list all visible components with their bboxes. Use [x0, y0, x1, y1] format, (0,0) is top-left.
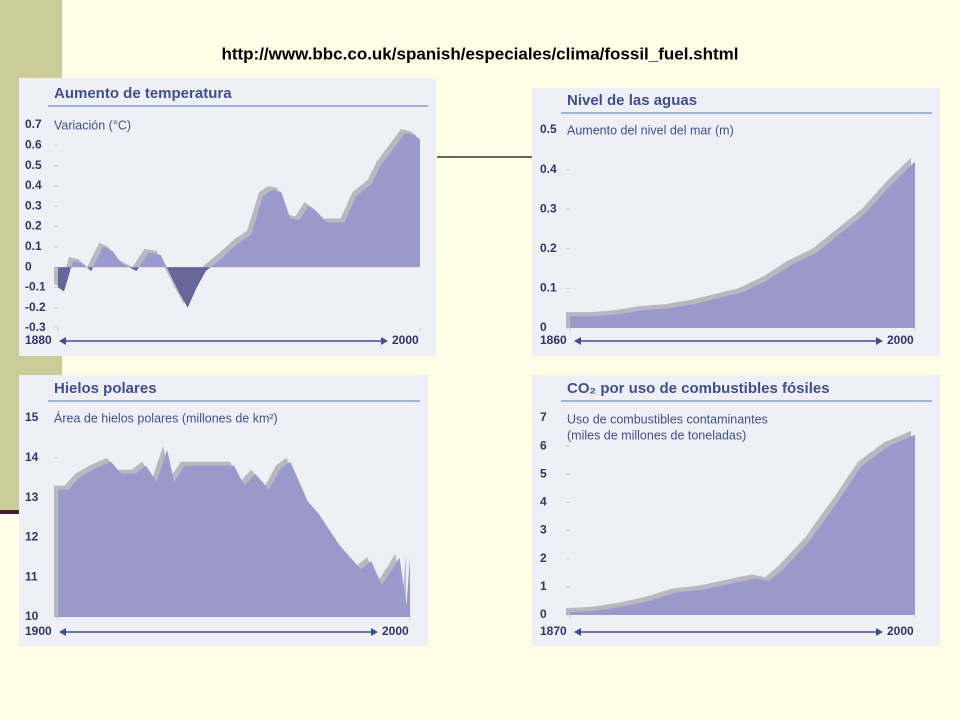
- x-tick-label: 1860: [540, 333, 567, 347]
- area: [570, 161, 915, 328]
- y-tick-label: 14: [25, 450, 39, 464]
- y-tick-label: 0.5: [25, 158, 42, 172]
- y-tick-label: 0.6: [25, 137, 42, 151]
- y-tick-label: 1: [540, 579, 547, 593]
- y-tick-label: -0.3: [25, 320, 46, 334]
- chart-title: Aumento de temperatura: [54, 85, 232, 102]
- axis-label: Área de hielos polares (millones de km²): [54, 410, 278, 425]
- area: [58, 449, 410, 617]
- y-tick-label: 4: [540, 495, 547, 509]
- y-tick-label: 2: [540, 551, 547, 565]
- x-tick-label: 2000: [887, 624, 914, 638]
- chart-title: Hielos polares: [54, 380, 157, 397]
- y-tick-label: 0.3: [540, 201, 557, 215]
- y-tick-label: 11: [25, 569, 38, 583]
- y-tick-label: 0.7: [25, 117, 42, 131]
- x-tick-label: 2000: [392, 333, 419, 347]
- y-tick-label: 5: [540, 466, 547, 480]
- x-tick-label: 1880: [25, 333, 52, 347]
- area: [58, 133, 420, 268]
- axis-label: Uso de combustibles contaminantes: [567, 412, 768, 426]
- chart-title: Nivel de las aguas: [567, 92, 697, 109]
- y-tick-label: 0.4: [25, 178, 42, 192]
- y-tick-label: 15: [25, 410, 39, 424]
- y-tick-label: 3: [540, 523, 547, 537]
- y-tick-label: 0.4: [540, 162, 557, 176]
- chart-title: CO₂ por uso de combustibles fósiles: [567, 380, 830, 397]
- y-tick-label: 12: [25, 530, 39, 544]
- y-tick-label: 10: [25, 609, 39, 623]
- y-tick-label: 0.1: [540, 281, 557, 295]
- y-tick-label: -0.1: [25, 280, 46, 294]
- y-tick-label: -0.2: [25, 300, 46, 314]
- y-tick-label: 7: [540, 410, 547, 424]
- y-tick-label: 0.5: [540, 122, 557, 136]
- axis-label: Aumento del nivel del mar (m): [567, 123, 734, 137]
- y-tick-label: 0: [540, 607, 547, 621]
- source-url: http://www.bbc.co.uk/spanish/especiales/…: [221, 44, 738, 63]
- area-negative: [58, 267, 211, 308]
- axis-label: (miles de millones de toneladas): [567, 428, 746, 442]
- y-tick-label: 6: [540, 438, 547, 452]
- y-tick-label: 0.2: [540, 241, 557, 255]
- y-tick-label: 0: [25, 259, 32, 273]
- axis-label: Variación (°C): [54, 118, 131, 132]
- side-rule: [0, 510, 20, 514]
- x-tick-label: 1870: [540, 624, 567, 638]
- y-tick-label: 0.1: [25, 239, 42, 253]
- y-tick-label: 13: [25, 490, 39, 504]
- x-tick-label: 2000: [887, 333, 914, 347]
- x-tick-label: 1900: [25, 624, 52, 638]
- y-tick-label: 0.3: [25, 198, 42, 212]
- y-tick-label: 0.2: [25, 219, 42, 233]
- x-tick-label: 2000: [382, 624, 409, 638]
- y-tick-label: 0: [540, 320, 547, 334]
- area: [570, 434, 915, 615]
